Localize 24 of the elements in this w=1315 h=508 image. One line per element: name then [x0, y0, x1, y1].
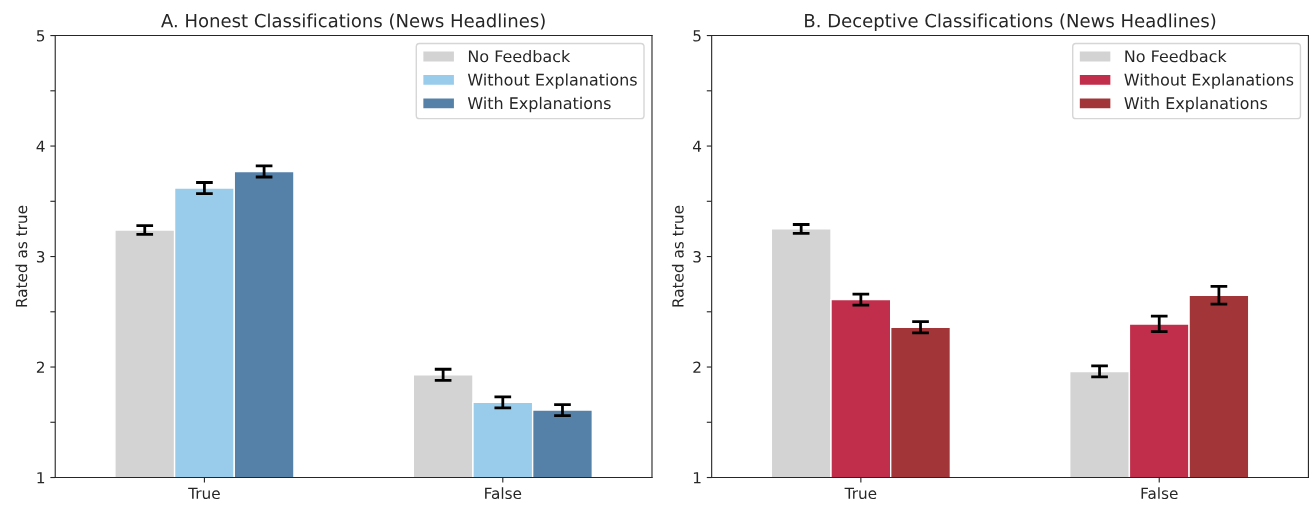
- x-tick-label: False: [1141, 487, 1178, 500]
- legend-label: With Explanations: [1124, 96, 1268, 113]
- y-axis-title: Rated as true: [15, 205, 28, 307]
- y-tick-label: 5: [693, 30, 701, 42]
- y-tick-label: 3: [693, 251, 701, 263]
- legend-label: Without Explanations: [1124, 73, 1294, 89]
- y-tick-label: 5: [36, 30, 45, 42]
- legend-label: Without Explanations: [467, 73, 637, 89]
- y-tick-label: 4: [692, 140, 702, 152]
- y-tick-label: 2: [693, 361, 701, 373]
- y-tick-label: 1: [37, 472, 45, 484]
- y-tick-label: 2: [36, 361, 44, 373]
- x-tick-label: False: [485, 487, 522, 500]
- legend-label: No Feedback: [1125, 49, 1227, 63]
- y-tick-label: 3: [36, 251, 45, 263]
- legend-label: No Feedback: [468, 49, 571, 63]
- chart-title: A. Honest Classifications (News Headlines): [161, 13, 545, 30]
- x-tick-label: True: [844, 487, 877, 500]
- y-tick-label: 4: [36, 140, 45, 152]
- x-tick-label: True: [188, 487, 220, 500]
- chart-title: B. Deceptive Classifications (News Headlines): [805, 13, 1216, 31]
- y-axis-title: Rated as true: [671, 205, 684, 307]
- y-tick-label: 1: [693, 472, 701, 484]
- legend-label: With Explanations: [467, 96, 611, 113]
